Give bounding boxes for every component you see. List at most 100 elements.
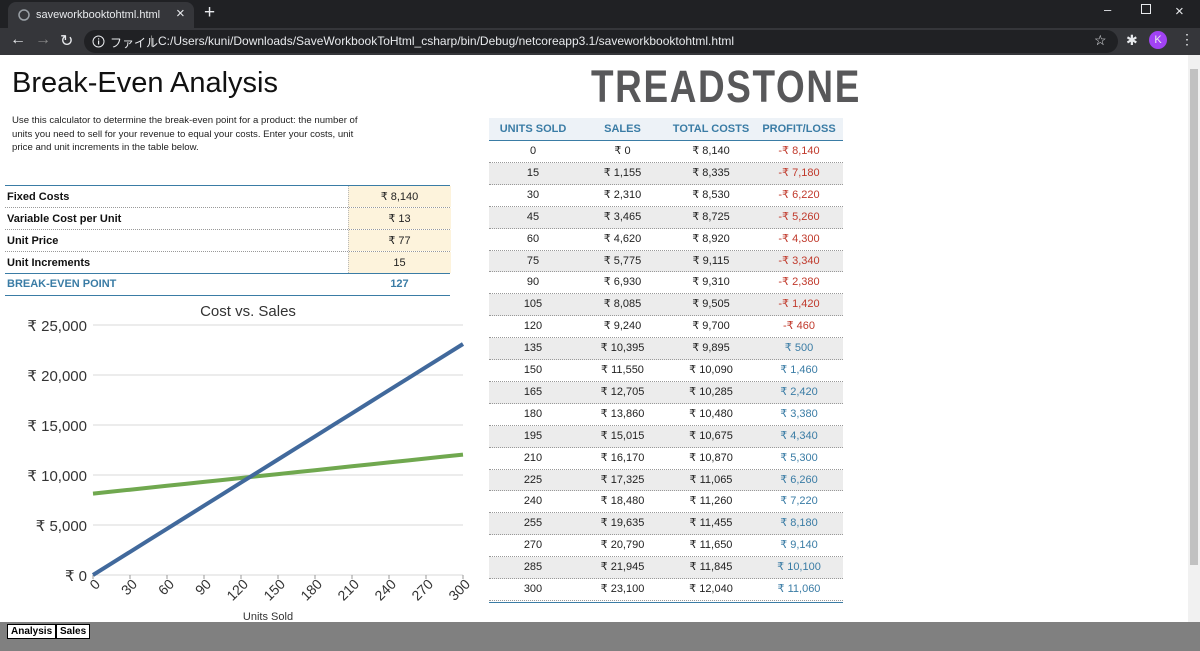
- table-cell: 60: [526, 232, 540, 245]
- sheet-bar: Analysis Sales: [0, 622, 1200, 651]
- omnibox[interactable]: ファイル | C:/Users/kuni/Downloads/SaveWorkb…: [84, 30, 1118, 53]
- series-line: [92, 452, 464, 496]
- y-tick-label: ₹ 10,000: [27, 468, 87, 485]
- table-cell: ₹ 7,220: [780, 495, 818, 508]
- table-cell: -₹ 1,420: [778, 298, 820, 311]
- table-cell: -₹ 8,140: [778, 145, 820, 157]
- table-cell: ₹ 11,650: [689, 539, 733, 552]
- table-cell: 255: [523, 517, 543, 530]
- table-cell: 195: [523, 429, 543, 442]
- y-tick-label: ₹ 15,000: [27, 418, 87, 435]
- table-cell: ₹ 5,300: [780, 451, 818, 464]
- table-cell: 165: [523, 385, 543, 398]
- table-cell: -₹ 460: [782, 320, 816, 333]
- table-cell: -₹ 2,380: [778, 276, 820, 289]
- forward[interactable]: →: [35, 31, 51, 48]
- scrollbar: [1188, 55, 1200, 622]
- input-value[interactable]: ₹ 77: [388, 235, 411, 247]
- y-tick-label: ₹ 0: [65, 568, 87, 585]
- table-cell: ₹ 9,240: [603, 320, 642, 333]
- input-value[interactable]: 15: [393, 257, 406, 269]
- table-cell: 105: [523, 298, 543, 311]
- table-cell: 180: [523, 407, 543, 420]
- bookmark[interactable]: ☆: [1094, 32, 1107, 48]
- rule: [5, 295, 450, 296]
- table-cell: ₹ 11,060: [777, 583, 821, 595]
- row-rule: [5, 207, 450, 208]
- result-label: BREAK-EVEN POINT: [7, 278, 117, 290]
- sheet-tab[interactable]: Sales: [56, 624, 91, 639]
- close[interactable]: ×: [1175, 3, 1184, 20]
- table-cell: 0: [529, 145, 537, 157]
- y-tick-label: ₹ 5,000: [36, 518, 87, 535]
- input-bg: [348, 230, 451, 251]
- x-tick-label: 270: [408, 576, 436, 604]
- table-cell: ₹ 2,310: [603, 188, 642, 201]
- input-label: Unit Increments: [7, 257, 91, 269]
- table-cell: ₹ 11,845: [689, 561, 733, 574]
- row-rule: [489, 380, 843, 382]
- sheet-tab[interactable]: Analysis: [7, 624, 57, 639]
- table-cell: ₹ 8,920: [692, 232, 730, 245]
- rule: [5, 273, 450, 274]
- row-bg: [489, 381, 843, 404]
- extensions[interactable]: ✱: [1126, 32, 1138, 48]
- table-cell: ₹ 11,065: [689, 473, 733, 486]
- row-bg: [489, 338, 843, 360]
- y-tick-label: ₹ 25,000: [27, 318, 87, 335]
- table-cell: ₹ 0: [614, 145, 631, 157]
- table-cell: 300: [523, 583, 543, 595]
- tab-title: saveworkbooktohtml.html: [36, 9, 161, 21]
- row-bg: [489, 557, 843, 579]
- x-tick-label: 240: [371, 576, 399, 604]
- page-content: Break-Even Analysis Use this calculator …: [0, 55, 1188, 622]
- avatar[interactable]: K: [1149, 31, 1167, 49]
- menu[interactable]: ⋮: [1180, 31, 1194, 47]
- maximize[interactable]: [1141, 4, 1151, 14]
- row-rule: [489, 161, 843, 163]
- row-rule: [489, 315, 843, 317]
- row-rule: [5, 229, 450, 230]
- new-tab[interactable]: +: [204, 2, 216, 23]
- rule: [489, 140, 843, 141]
- table-cell: ₹ 10,100: [777, 561, 821, 574]
- table-cell: ₹ 10,480: [689, 407, 733, 420]
- row-bg: [489, 513, 843, 536]
- info-icon: [92, 35, 105, 48]
- row-rule: [489, 599, 843, 601]
- input-bg: [348, 208, 451, 229]
- x-tick-label: 0: [86, 576, 103, 593]
- table-cell: ₹ 9,700: [692, 320, 730, 333]
- table-cell: 75: [526, 254, 540, 267]
- rule: [489, 601, 843, 603]
- table-cell: ₹ 10,395: [600, 342, 645, 355]
- row-bg: [489, 206, 843, 229]
- input-table: Fixed Costs ₹ 8,140 Variable Cost per Unit…: [5, 185, 451, 296]
- back[interactable]: ←: [10, 31, 26, 48]
- table-cell: 135: [523, 342, 543, 355]
- result-value: 127: [390, 278, 409, 290]
- table-cell: 15: [526, 166, 540, 179]
- minimize[interactable]: –: [1104, 2, 1112, 17]
- input-value[interactable]: ₹ 13: [388, 213, 411, 225]
- row-rule: [489, 424, 843, 426]
- table-cell: -₹ 6,220: [778, 188, 820, 201]
- reload[interactable]: ↻: [60, 33, 74, 50]
- x-tick-label: 150: [260, 576, 288, 604]
- row-rule: [489, 468, 843, 470]
- row-rule: [489, 205, 843, 207]
- scroll-thumb[interactable]: [1190, 69, 1198, 565]
- chart-title: Cost vs. Sales: [200, 303, 296, 320]
- x-tick-label: 120: [223, 576, 251, 604]
- row-rule: [489, 227, 843, 229]
- input-value[interactable]: ₹ 8,140: [380, 191, 419, 203]
- input-label: Variable Cost per Unit: [7, 213, 122, 225]
- table-cell: ₹ 9,895: [692, 342, 730, 355]
- table-cell: -₹ 5,260: [778, 210, 820, 223]
- tab-close[interactable]: ×: [176, 5, 185, 22]
- browser-tab[interactable]: saveworkbooktohtml.html ×: [8, 2, 194, 28]
- input-label: Unit Price: [7, 235, 59, 247]
- row-rule: [489, 359, 843, 360]
- table-cell: ₹ 6,930: [603, 276, 642, 289]
